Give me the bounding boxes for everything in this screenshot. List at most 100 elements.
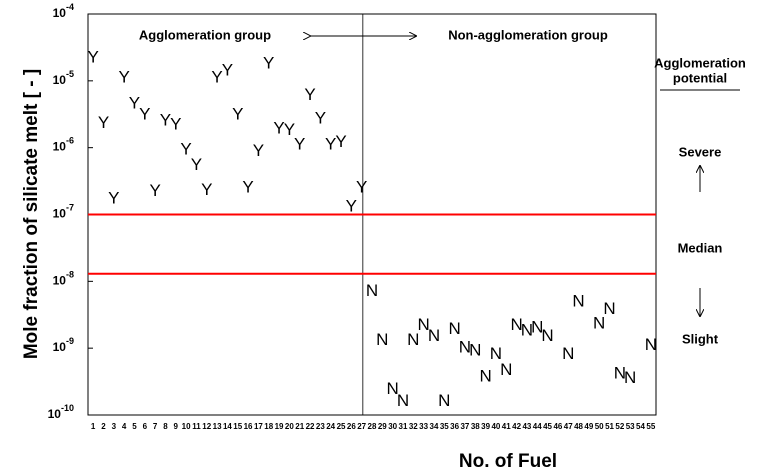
point-marker: Y bbox=[232, 104, 243, 123]
point-marker: Y bbox=[273, 119, 284, 138]
point-marker: N bbox=[624, 368, 636, 387]
x-tick-label: 45 bbox=[543, 422, 552, 431]
point-marker: N bbox=[397, 391, 409, 410]
x-tick-label: 7 bbox=[153, 422, 158, 431]
x-tick-label: 52 bbox=[615, 422, 624, 431]
x-tick-label: 33 bbox=[419, 422, 428, 431]
y-tick-label: 10-9 bbox=[53, 337, 74, 355]
x-tick-label: 51 bbox=[605, 422, 614, 431]
point-marker: N bbox=[603, 299, 615, 318]
x-tick-label: 43 bbox=[522, 422, 531, 431]
y-tick-label-base: 10 bbox=[53, 6, 67, 20]
y-tick-label-sup: -8 bbox=[66, 270, 74, 280]
point-marker: Y bbox=[170, 114, 181, 133]
x-tick-label: 16 bbox=[244, 422, 253, 431]
point-marker: Y bbox=[284, 120, 295, 139]
x-tick-label: 48 bbox=[574, 422, 583, 431]
point-marker: Y bbox=[180, 139, 191, 158]
y-tick-label-base: 10 bbox=[53, 73, 67, 87]
point-marker: Y bbox=[149, 181, 160, 200]
x-tick-label: 18 bbox=[264, 422, 273, 431]
x-tick-label: 39 bbox=[481, 422, 490, 431]
x-tick-label: 37 bbox=[460, 422, 469, 431]
x-tick-label: 8 bbox=[163, 422, 168, 431]
annotation: potential bbox=[673, 70, 727, 85]
x-tick-label: 13 bbox=[213, 422, 222, 431]
point-marker: Y bbox=[304, 85, 315, 104]
y-tick-label-sup: -9 bbox=[66, 337, 74, 347]
x-tick-label: 10 bbox=[182, 422, 191, 431]
point-marker: Y bbox=[222, 61, 233, 80]
x-tick-label: 14 bbox=[223, 422, 232, 431]
point-marker: Y bbox=[253, 141, 264, 160]
point-marker: N bbox=[500, 360, 512, 379]
x-tick-label: 46 bbox=[553, 422, 562, 431]
x-tick-label: 9 bbox=[174, 422, 179, 431]
point-marker: Y bbox=[139, 104, 150, 123]
point-marker: N bbox=[459, 338, 471, 357]
x-tick-label: 11 bbox=[192, 422, 201, 431]
x-tick-label: 1 bbox=[91, 422, 96, 431]
point-marker: N bbox=[366, 281, 378, 300]
x-tick-label: 3 bbox=[112, 422, 117, 431]
x-tick-label: 30 bbox=[388, 422, 397, 431]
point-marker: Y bbox=[335, 132, 346, 151]
point-marker: N bbox=[469, 340, 481, 359]
y-tick-label: 10-7 bbox=[53, 203, 74, 221]
point-marker: Y bbox=[315, 108, 326, 127]
x-tick-label: 31 bbox=[399, 422, 408, 431]
y-tick-label-sup: -4 bbox=[66, 2, 74, 12]
point-marker: Y bbox=[201, 180, 212, 199]
point-marker: Y bbox=[160, 111, 171, 130]
x-tick-label: 21 bbox=[295, 422, 304, 431]
x-tick-label: 49 bbox=[584, 422, 593, 431]
y-tick-label-base: 10 bbox=[53, 274, 67, 288]
x-tick-label: 41 bbox=[502, 422, 511, 431]
point-marker: Y bbox=[263, 53, 274, 72]
point-marker: N bbox=[417, 315, 429, 334]
point-marker: N bbox=[510, 315, 522, 334]
point-marker: Y bbox=[118, 68, 129, 87]
point-marker: N bbox=[407, 330, 419, 349]
point-marker: N bbox=[541, 326, 553, 345]
y-tick-label-sup: -10 bbox=[61, 403, 74, 413]
x-tick-label: 6 bbox=[143, 422, 148, 431]
x-axis-label: No. of Fuel bbox=[459, 451, 557, 472]
y-tick-label: 10-8 bbox=[53, 270, 74, 288]
point-marker: N bbox=[448, 319, 460, 338]
point-marker: N bbox=[531, 318, 543, 337]
x-tick-label: 47 bbox=[564, 422, 573, 431]
x-tick-label: 4 bbox=[122, 422, 127, 431]
x-tick-label: 27 bbox=[357, 422, 366, 431]
point-marker: Y bbox=[98, 113, 109, 132]
y-tick-label-sup: -7 bbox=[66, 203, 74, 213]
point-marker: Y bbox=[242, 177, 253, 196]
point-marker: Y bbox=[356, 177, 367, 196]
point-marker: N bbox=[428, 326, 440, 345]
x-tick-label: 40 bbox=[491, 422, 500, 431]
x-tick-label: 12 bbox=[202, 422, 211, 431]
x-tick-label: 5 bbox=[132, 422, 137, 431]
point-marker: N bbox=[521, 321, 533, 340]
annotation: Severe bbox=[679, 144, 722, 159]
x-tick-label: 54 bbox=[636, 422, 645, 431]
annotation: Agglomeration group bbox=[139, 27, 271, 42]
point-marker: Y bbox=[294, 134, 305, 153]
x-tick-label: 32 bbox=[409, 422, 418, 431]
y-axis-label: Mole fraction of silicate melt [ - ] bbox=[21, 69, 42, 359]
x-tick-label: 50 bbox=[595, 422, 604, 431]
annotation: Median bbox=[678, 240, 723, 255]
point-marker: N bbox=[479, 367, 491, 386]
y-tick-label-base: 10 bbox=[53, 340, 67, 354]
point-marker: N bbox=[562, 344, 574, 363]
x-tick-label: 36 bbox=[450, 422, 459, 431]
x-tick-label: 29 bbox=[378, 422, 387, 431]
y-tick-label-base: 10 bbox=[53, 207, 67, 221]
point-marker: Y bbox=[87, 47, 98, 66]
point-marker: Y bbox=[211, 68, 222, 87]
x-tick-label: 26 bbox=[347, 422, 356, 431]
x-tick-label: 53 bbox=[626, 422, 635, 431]
y-tick-label-sup: -5 bbox=[66, 69, 74, 79]
annotation: Non-agglomeration group bbox=[448, 27, 608, 42]
